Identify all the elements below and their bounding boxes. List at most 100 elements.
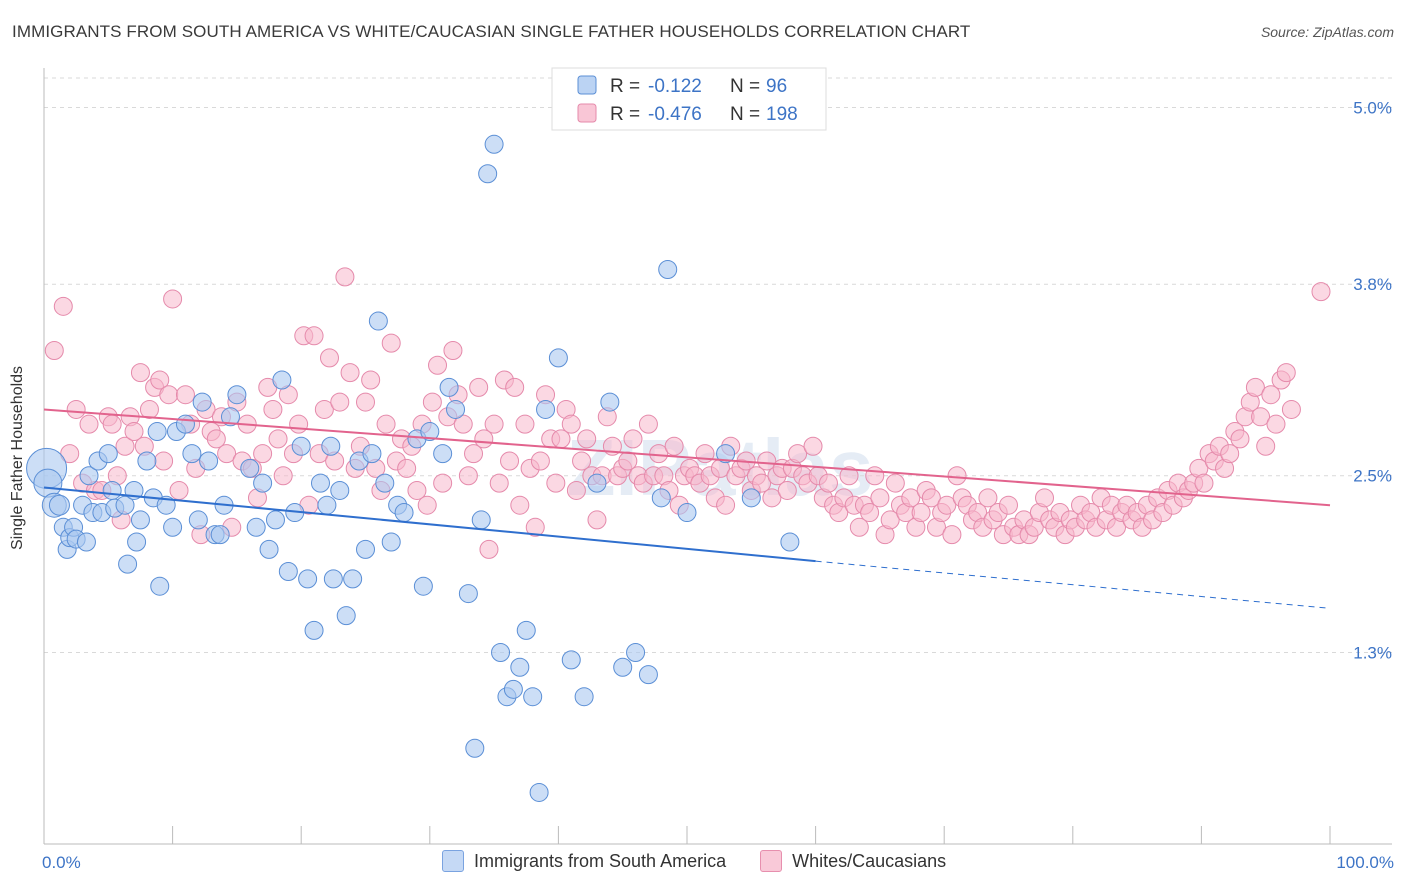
point-whites bbox=[849, 517, 869, 537]
y-tick-label: 5.0% bbox=[1353, 98, 1392, 117]
point-whites bbox=[453, 414, 473, 434]
point-immigrants bbox=[677, 503, 697, 523]
point-immigrants bbox=[210, 525, 230, 545]
point-immigrants bbox=[265, 510, 285, 530]
point-immigrants bbox=[716, 444, 736, 464]
point-immigrants bbox=[291, 436, 311, 456]
legend-n-label: N = bbox=[730, 104, 760, 125]
point-whites bbox=[53, 296, 73, 316]
point-whites bbox=[1276, 363, 1296, 383]
point-immigrants bbox=[368, 311, 388, 331]
point-whites bbox=[422, 392, 442, 412]
point-immigrants bbox=[536, 399, 556, 419]
point-immigrants bbox=[310, 473, 330, 493]
point-whites bbox=[1220, 444, 1240, 464]
chart-title: IMMIGRANTS FROM SOUTH AMERICA VS WHITE/C… bbox=[12, 22, 971, 41]
legend-swatch-pink bbox=[760, 850, 783, 872]
point-immigrants bbox=[484, 134, 504, 154]
point-whites bbox=[330, 392, 350, 412]
point-whites bbox=[304, 326, 324, 346]
point-immigrants bbox=[259, 539, 279, 559]
point-immigrants bbox=[98, 444, 118, 464]
point-whites bbox=[102, 414, 122, 434]
point-immigrants bbox=[446, 399, 466, 419]
point-immigrants bbox=[471, 510, 491, 530]
point-whites bbox=[319, 348, 339, 368]
point-immigrants bbox=[253, 473, 273, 493]
point-whites bbox=[361, 370, 381, 390]
legend-swatch bbox=[577, 75, 597, 95]
trend-line-whites bbox=[43, 408, 1331, 507]
point-whites bbox=[433, 473, 453, 493]
point-whites bbox=[762, 488, 782, 508]
point-whites bbox=[818, 473, 838, 493]
point-whites bbox=[638, 414, 658, 434]
legend-n-value: 96 bbox=[766, 76, 787, 97]
point-whites bbox=[788, 444, 808, 464]
legend-label-pink: Whites/Caucasians bbox=[792, 850, 947, 871]
point-whites bbox=[500, 451, 520, 471]
point-immigrants bbox=[48, 494, 70, 516]
point-whites bbox=[664, 436, 684, 456]
point-whites bbox=[999, 495, 1018, 515]
point-whites bbox=[397, 458, 417, 478]
point-immigrants bbox=[240, 458, 260, 478]
point-whites bbox=[1251, 407, 1271, 427]
point-immigrants bbox=[433, 444, 453, 464]
point-whites bbox=[115, 436, 135, 456]
point-immigrants bbox=[188, 510, 208, 530]
point-whites bbox=[860, 503, 880, 523]
point-whites bbox=[314, 399, 334, 419]
point-whites bbox=[921, 488, 941, 508]
point-whites bbox=[1261, 385, 1281, 405]
point-immigrants bbox=[317, 495, 337, 515]
point-whites bbox=[428, 355, 448, 375]
point-immigrants bbox=[118, 554, 138, 574]
point-whites bbox=[458, 466, 478, 486]
point-whites bbox=[217, 444, 237, 464]
legend-r-value: -0.476 bbox=[648, 104, 702, 125]
point-immigrants bbox=[587, 473, 607, 493]
legend-r-label: R = bbox=[610, 104, 640, 125]
point-immigrants bbox=[182, 444, 202, 464]
point-whites bbox=[1230, 429, 1250, 449]
point-whites bbox=[587, 510, 607, 530]
point-immigrants bbox=[356, 539, 375, 559]
legend-swatch bbox=[577, 103, 597, 123]
point-whites bbox=[159, 385, 179, 405]
point-immigrants bbox=[375, 473, 395, 493]
point-whites bbox=[623, 429, 643, 449]
point-immigrants bbox=[741, 488, 761, 508]
point-immigrants bbox=[439, 377, 459, 397]
point-whites bbox=[268, 429, 288, 449]
point-whites bbox=[139, 399, 159, 419]
x-tick-label-max: 100.0% bbox=[1336, 853, 1394, 872]
point-immigrants bbox=[362, 444, 382, 464]
point-immigrants bbox=[465, 738, 485, 758]
point-whites bbox=[947, 466, 967, 486]
bottom-legend: Immigrants from South America Whites/Cau… bbox=[442, 850, 970, 872]
point-whites bbox=[1256, 436, 1276, 456]
point-whites bbox=[154, 451, 174, 471]
point-immigrants bbox=[304, 620, 324, 640]
point-whites bbox=[484, 414, 504, 434]
point-immigrants bbox=[156, 495, 176, 515]
point-whites bbox=[163, 289, 183, 309]
point-whites bbox=[572, 451, 592, 471]
point-whites bbox=[530, 451, 550, 471]
point-immigrants bbox=[420, 422, 440, 442]
point-immigrants bbox=[626, 643, 646, 662]
point-immigrants bbox=[574, 687, 594, 707]
point-whites bbox=[505, 377, 525, 397]
point-immigrants bbox=[638, 665, 658, 685]
point-whites bbox=[273, 466, 293, 486]
correlation-legend bbox=[551, 67, 827, 131]
point-immigrants bbox=[246, 517, 266, 537]
point-whites bbox=[803, 436, 823, 456]
point-immigrants bbox=[780, 532, 800, 552]
point-whites bbox=[885, 473, 905, 493]
point-whites bbox=[175, 385, 195, 405]
legend-item-blue: Immigrants from South America bbox=[442, 850, 726, 872]
point-whites bbox=[942, 525, 962, 545]
point-immigrants bbox=[503, 679, 523, 699]
